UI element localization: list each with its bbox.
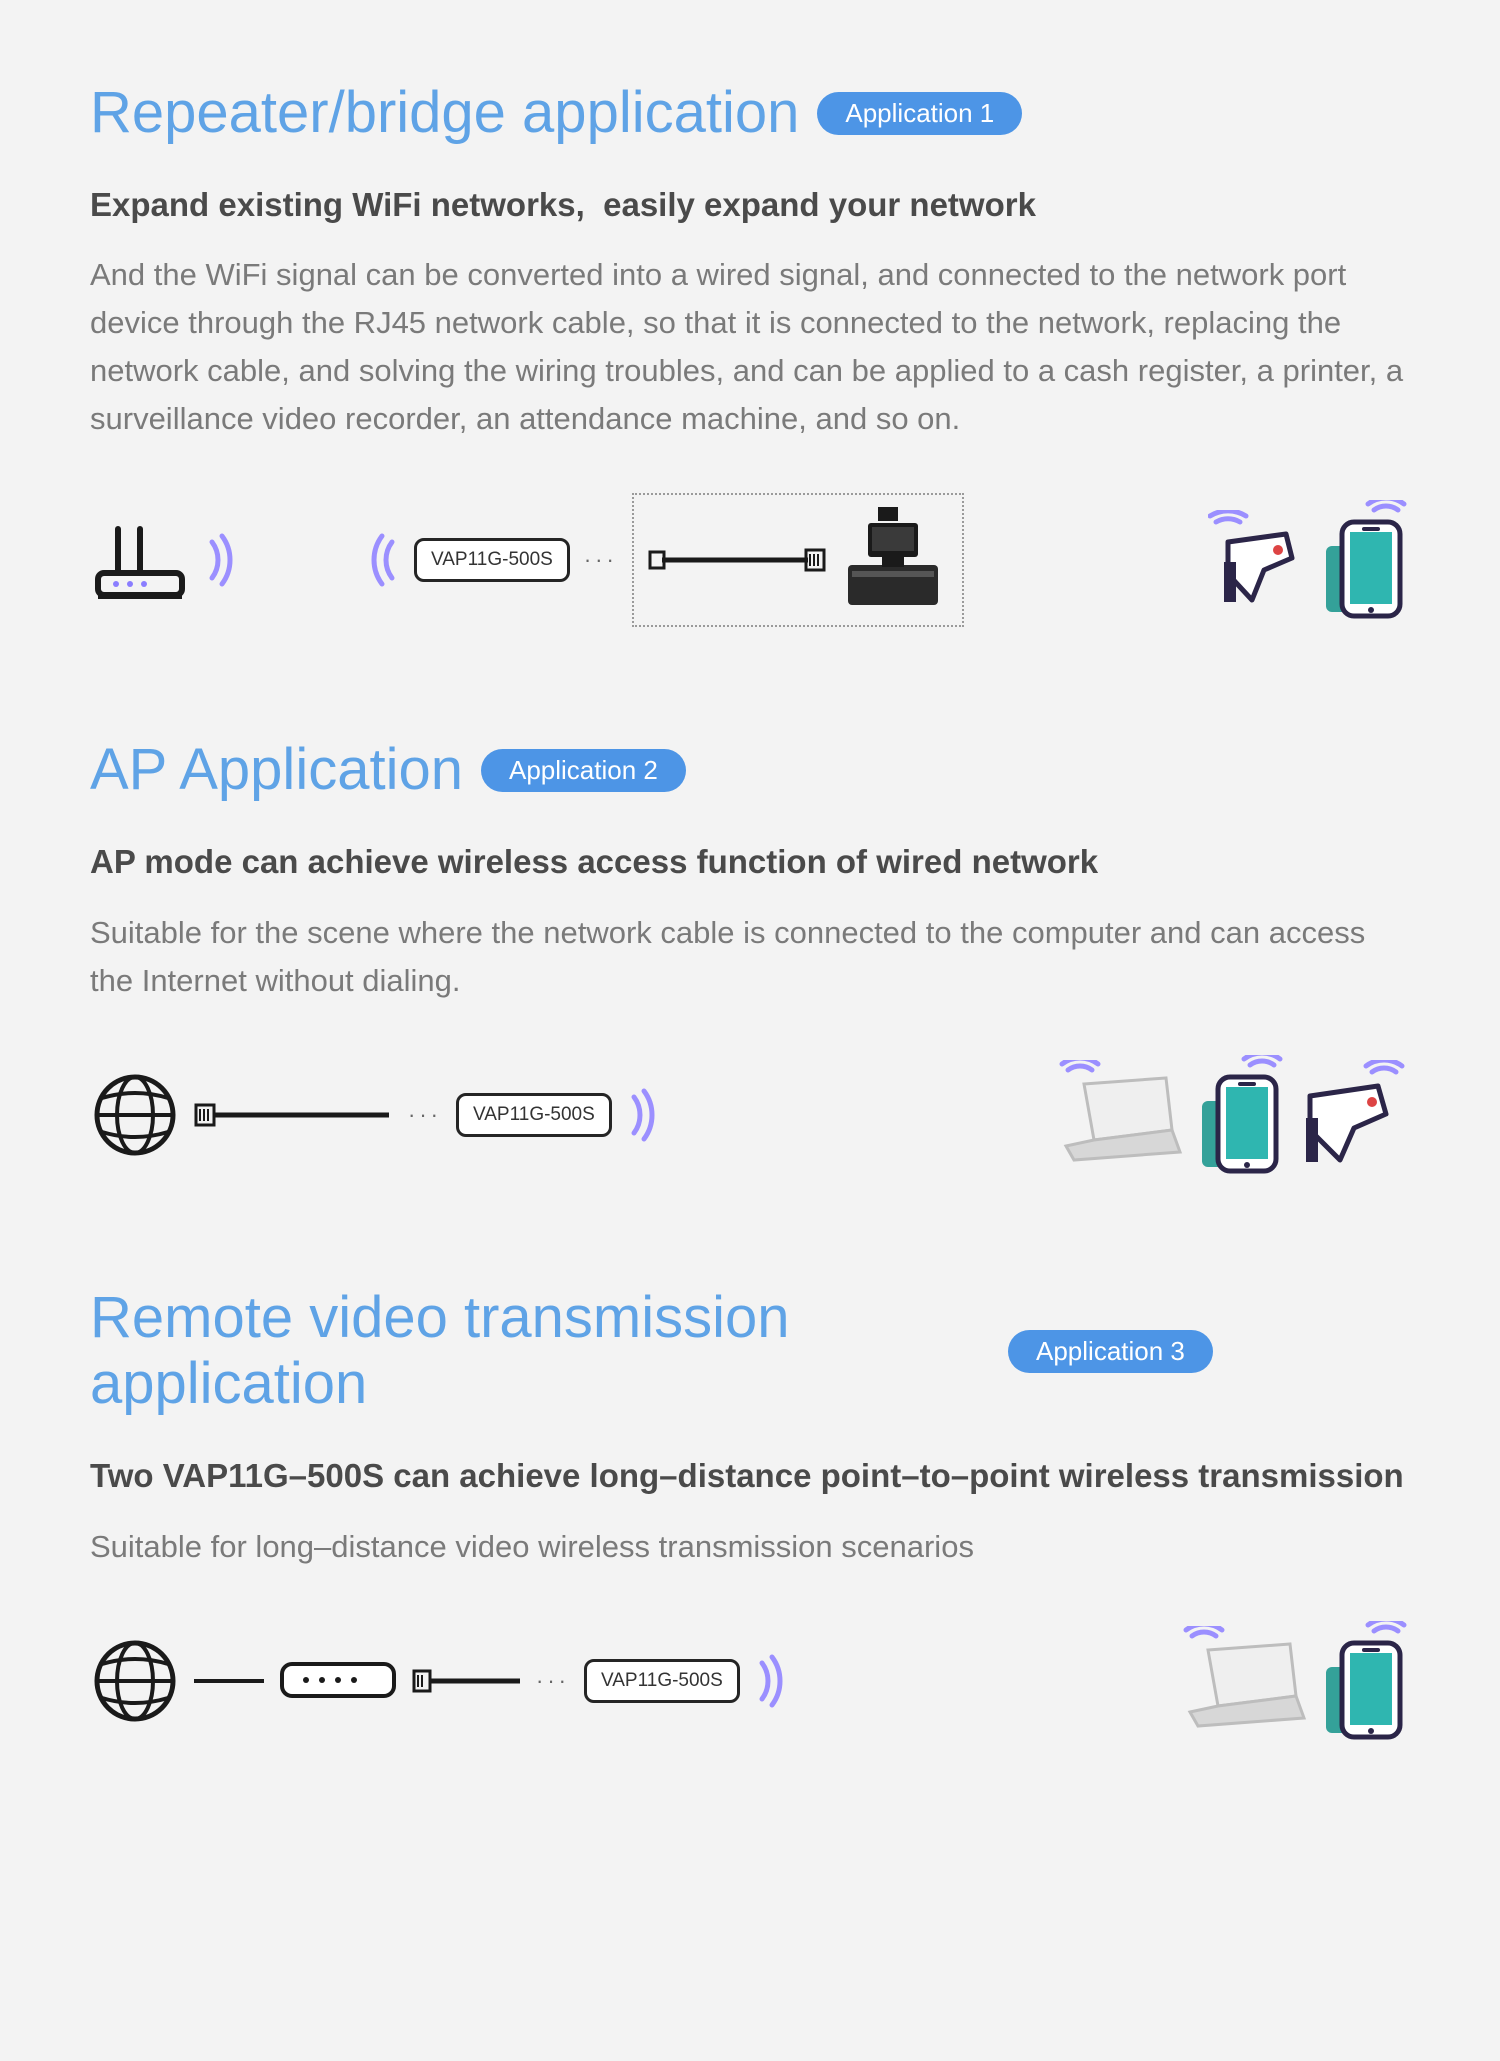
phone-icon — [1322, 1621, 1410, 1741]
section-subtitle: AP mode can achieve wireless access func… — [90, 840, 1410, 885]
modem-icon — [278, 1656, 398, 1706]
device-box: VAP11G-500S — [584, 1659, 740, 1703]
title-row: Repeater/bridge application Application … — [90, 80, 1410, 147]
section-desc: And the WiFi signal can be converted int… — [90, 251, 1410, 443]
dots-icon: ··· — [408, 1102, 442, 1128]
wifi-in-icon — [358, 532, 398, 588]
section-ap-application: AP Application Application 2 AP mode can… — [90, 737, 1410, 1174]
section-title: Remote video transmission application — [90, 1285, 990, 1418]
phone-icon — [1322, 500, 1410, 620]
section-title: Repeater/bridge application — [90, 80, 799, 147]
section-remote-video: Remote video transmission application Ap… — [90, 1285, 1410, 1741]
device-box: VAP11G-500S — [414, 538, 570, 582]
section-title: AP Application — [90, 737, 463, 804]
title-row: Remote video transmission application Ap… — [90, 1285, 1410, 1418]
application-badge: Application 2 — [481, 749, 686, 792]
phone-with-wifi — [1322, 500, 1410, 620]
cable-icon — [412, 1661, 522, 1701]
diagram-ap: ··· VAP11G-500S — [90, 1055, 1410, 1175]
device-box: VAP11G-500S — [456, 1093, 612, 1137]
laptop-icon — [1178, 1626, 1308, 1736]
globe-icon — [90, 1070, 180, 1160]
section-desc: Suitable for the scene where the network… — [90, 909, 1410, 1005]
application-badge: Application 1 — [817, 92, 1022, 135]
line-icon — [194, 1676, 264, 1686]
wifi-out-icon — [628, 1087, 668, 1143]
router-icon — [90, 515, 190, 605]
wifi-out-icon — [206, 532, 246, 588]
section-desc: Suitable for long–distance video wireles… — [90, 1523, 1410, 1571]
wired-target-group — [632, 493, 964, 627]
title-row: AP Application Application 2 — [90, 737, 1410, 804]
diagram-remote-video: ··· VAP11G-500S — [90, 1621, 1410, 1741]
dots-icon: ··· — [536, 1668, 570, 1694]
rj45-cable-icon — [648, 540, 828, 580]
diagram-repeater: VAP11G-500S ··· — [90, 493, 1410, 627]
pos-terminal-icon — [838, 505, 948, 615]
cable-icon — [194, 1095, 394, 1135]
section-subtitle: Expand existing WiFi networks, easily ex… — [90, 183, 1410, 228]
section-repeater-bridge: Repeater/bridge application Application … — [90, 80, 1410, 627]
globe-icon — [90, 1636, 180, 1726]
dots-icon: ··· — [584, 547, 618, 573]
camera-icon — [1300, 1060, 1410, 1170]
application-badge: Application 3 — [1008, 1330, 1213, 1373]
camera-with-wifi — [1208, 510, 1308, 610]
phone-icon — [1198, 1055, 1286, 1175]
section-subtitle: Two VAP11G–500S can achieve long–distanc… — [90, 1454, 1410, 1499]
wifi-out-icon — [756, 1653, 796, 1709]
camera-icon — [1208, 510, 1308, 610]
laptop-icon — [1054, 1060, 1184, 1170]
